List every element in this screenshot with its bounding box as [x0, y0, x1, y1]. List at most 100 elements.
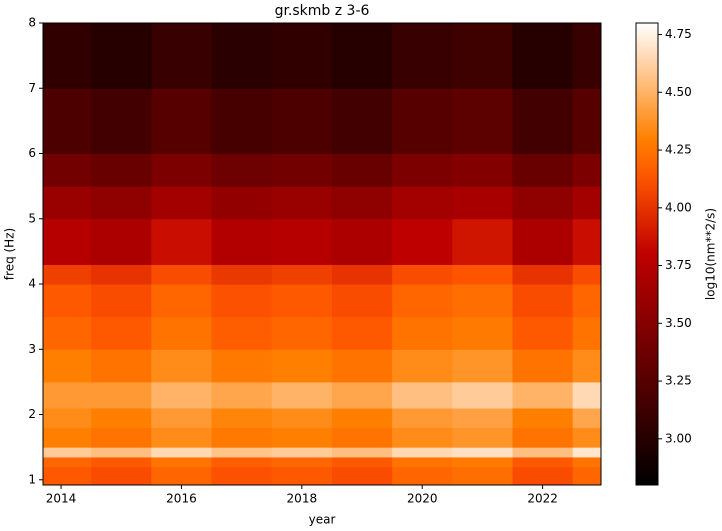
heat-cell [43, 466, 92, 486]
x-tick-label: 2014 [46, 492, 77, 506]
heat-cell [512, 284, 574, 318]
heat-cell [392, 23, 453, 89]
heat-cell [151, 316, 213, 350]
heat-cell [151, 23, 213, 89]
heat-cell [43, 316, 92, 350]
heat-cell [452, 466, 514, 486]
x-tick-label: 2016 [166, 492, 197, 506]
heat-cell [331, 456, 393, 468]
colorbar-tick-label: 4.25 [665, 143, 692, 157]
colorbar-label: log10(nm**2/s) [704, 208, 718, 300]
heat-cell [331, 186, 393, 220]
heat-cell [211, 316, 273, 350]
heat-cell [331, 316, 393, 350]
heat-cell [392, 349, 453, 383]
heat-cell [512, 218, 574, 265]
heat-cell [271, 466, 333, 486]
heat-cell [452, 447, 514, 458]
x-tick-label: 2018 [287, 492, 318, 506]
heat-cell [572, 186, 602, 220]
heat-cell [271, 23, 333, 89]
heat-cell [572, 88, 602, 155]
heat-cell [151, 284, 213, 318]
heat-cell [151, 408, 213, 429]
heat-cell [512, 456, 574, 468]
heat-cell [271, 381, 333, 409]
heat-cell [271, 88, 333, 155]
heat-cell [211, 218, 273, 265]
heat-cell [452, 381, 514, 409]
heat-cell [331, 447, 393, 458]
heat-cell [512, 23, 574, 89]
heat-cell [452, 186, 514, 220]
heat-cell [452, 23, 514, 89]
colorbar-tick-label: 4.50 [665, 85, 692, 99]
heat-cell [512, 153, 574, 187]
heat-cell [91, 316, 152, 350]
heat-cell [271, 316, 333, 350]
y-tick-label: 4 [28, 277, 36, 291]
heat-cell [211, 153, 273, 187]
colorbar-tick-label: 4.00 [665, 200, 692, 214]
heat-cell [331, 264, 393, 285]
heat-cell [512, 447, 574, 458]
heat-cell [572, 218, 602, 265]
heat-cell [572, 153, 602, 187]
heat-cell [271, 427, 333, 448]
chart-title: gr.skmb z 3-6 [275, 3, 370, 19]
y-tick-label: 1 [28, 472, 36, 486]
y-tick-label: 7 [28, 81, 36, 95]
heat-cell [331, 153, 393, 187]
y-tick-label: 3 [28, 342, 36, 356]
heat-cell [452, 349, 514, 383]
heat-cell [151, 447, 213, 458]
heat-cell [151, 88, 213, 155]
heat-cell [392, 264, 453, 285]
heat-cell [572, 427, 602, 448]
heat-cell [91, 153, 152, 187]
heat-cell [512, 264, 574, 285]
heat-cell [43, 381, 92, 409]
heat-cell [572, 349, 602, 383]
heat-cell [331, 381, 393, 409]
heat-cell [452, 427, 514, 448]
heat-cell [91, 23, 152, 89]
heat-cell [271, 349, 333, 383]
heat-cell [331, 23, 393, 89]
heat-cell [271, 284, 333, 318]
heat-cell [392, 427, 453, 448]
heat-cell [572, 408, 602, 429]
y-axis-label: freq (Hz) [3, 228, 17, 280]
heat-cell [211, 88, 273, 155]
heat-cell [43, 447, 92, 458]
colorbar-tick-label: 3.75 [665, 258, 692, 272]
heat-cell [91, 264, 152, 285]
heat-cell [211, 408, 273, 429]
heat-cell [151, 186, 213, 220]
heat-cell [43, 264, 92, 285]
heat-cell [452, 88, 514, 155]
heat-cell [211, 186, 273, 220]
heat-cell [331, 349, 393, 383]
heat-cell [43, 427, 92, 448]
heat-cell [512, 466, 574, 486]
heat-cell [331, 408, 393, 429]
heat-cell [211, 381, 273, 409]
heat-cell [211, 23, 273, 89]
heat-cell [392, 186, 453, 220]
heat-cell [91, 447, 152, 458]
heat-cell [271, 264, 333, 285]
heat-cell [91, 186, 152, 220]
heat-cell [211, 456, 273, 468]
y-tick-label: 8 [28, 16, 36, 30]
heat-cell [271, 218, 333, 265]
heat-cell [392, 408, 453, 429]
heat-cell [211, 284, 273, 318]
y-tick-label: 2 [28, 407, 36, 421]
heat-cell [331, 284, 393, 318]
heat-cell [392, 381, 453, 409]
heat-cell [211, 264, 273, 285]
colorbar-tick-label: 3.50 [665, 316, 692, 330]
heat-cell [512, 316, 574, 350]
heat-cell [572, 456, 602, 468]
